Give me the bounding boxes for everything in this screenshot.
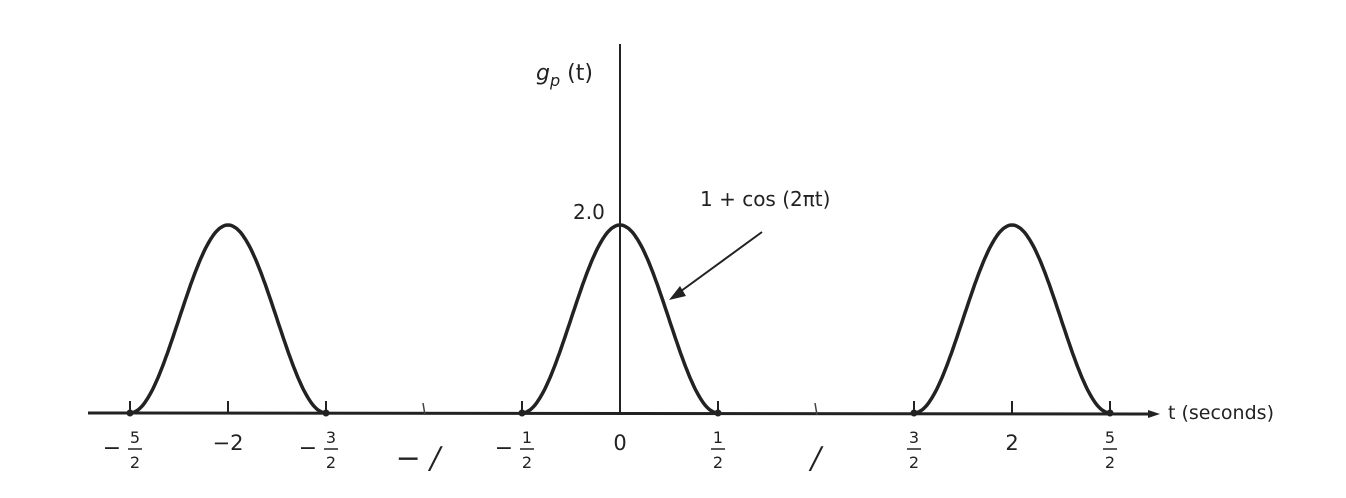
annotation-arrowhead [669, 286, 686, 300]
x-tick-sign-4: − [495, 436, 513, 461]
pulse-curve-3 [913, 223, 1111, 415]
x-tick-label-1: −2 [213, 431, 244, 455]
x-tick-mark-7 [814, 402, 818, 416]
x-tick-denominator-4: 2 [522, 453, 532, 472]
x-tick-label-7: / [808, 441, 824, 476]
x-tick-numerator-4: 1 [522, 428, 532, 447]
x-tick-denominator-2: 2 [326, 453, 336, 472]
x-tick-denominator-0: 2 [130, 453, 140, 472]
curve-annotation: 1 + cos (2πt) [700, 187, 830, 211]
x-tick-numerator-0: 5 [130, 428, 140, 447]
x-tick-mark-3 [422, 402, 426, 416]
x-axis-label: t (seconds) [1168, 402, 1274, 424]
x-tick-denominator-10: 2 [1105, 453, 1115, 472]
x-tick-sign-0: − [103, 436, 121, 461]
x-tick-numerator-6: 1 [713, 428, 723, 447]
baseline-zero-line [87, 411, 1153, 416]
labels-layer: −52−2−32− / −120 12/322 52t (seconds)gp (t)… [103, 61, 1274, 476]
t-axis-arrowhead [1148, 410, 1160, 418]
x-tick-denominator-8: 2 [909, 453, 919, 472]
x-tick-denominator-6: 2 [713, 453, 723, 472]
x-tick-label-5: 0 [613, 431, 626, 455]
x-tick-numerator-8: 3 [909, 428, 919, 447]
pulse-curve-1 [129, 223, 327, 415]
x-tick-label-3: − / [396, 441, 444, 476]
axes-layer [87, 44, 1160, 418]
annotation-arrow-line [676, 231, 763, 295]
y-tick-label-2: 2.0 [573, 200, 605, 224]
y-axis-label: gp (t) [536, 61, 593, 90]
x-tick-sign-2: − [299, 436, 317, 461]
x-tick-numerator-10: 5 [1105, 428, 1115, 447]
x-tick-numerator-2: 3 [326, 428, 336, 447]
x-tick-label-9: 2 [1005, 431, 1018, 455]
